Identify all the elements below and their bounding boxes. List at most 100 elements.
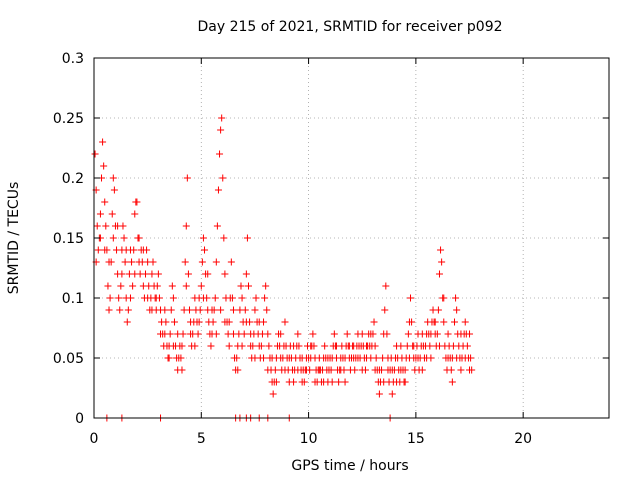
data-point [337, 366, 345, 374]
x-tick-label: 15 [407, 431, 425, 447]
data-point [195, 318, 203, 326]
data-point [315, 366, 323, 374]
data-point [238, 294, 246, 302]
data-point [383, 330, 391, 338]
data-point [169, 294, 177, 302]
data-point [397, 342, 405, 350]
data-point [247, 330, 255, 338]
data-point [105, 306, 113, 314]
data-point [321, 342, 329, 350]
data-point [133, 198, 141, 206]
data-point [433, 330, 441, 338]
data-point [262, 282, 270, 290]
data-point [388, 390, 396, 398]
data-point [177, 354, 185, 362]
data-point [363, 342, 371, 350]
data-point [238, 342, 246, 350]
y-tick-label: 0.25 [53, 111, 84, 127]
data-point [431, 318, 439, 326]
data-point [100, 162, 108, 170]
data-point [332, 342, 340, 350]
data-point [435, 342, 443, 350]
data-point [104, 282, 112, 290]
data-point [269, 390, 277, 398]
data-point [109, 174, 117, 182]
data-point [131, 210, 139, 218]
data-point [375, 390, 383, 398]
data-point [371, 342, 379, 350]
data-point [153, 282, 161, 290]
x-tick-label: 20 [514, 431, 532, 447]
data-point [382, 282, 390, 290]
data-point [211, 294, 219, 302]
data-point [234, 366, 242, 374]
data-point [227, 258, 235, 266]
data-point [427, 354, 435, 362]
x-tick-label: 0 [90, 431, 99, 447]
data-point [204, 270, 212, 278]
data-point [229, 306, 237, 314]
data-point [405, 354, 413, 362]
data-point [237, 282, 245, 290]
axis-ticks: 0 0.05 0.1 0.15 0.2 0.25 0.3 0 5 10 15 20 [53, 51, 609, 447]
data-point [185, 306, 193, 314]
data-point [448, 378, 456, 386]
data-point [257, 342, 265, 350]
data-point [251, 306, 259, 314]
data-point [166, 330, 174, 338]
data-point [149, 258, 157, 266]
data-point [255, 318, 263, 326]
data-point [285, 378, 293, 386]
data-point [242, 270, 250, 278]
data-point [219, 174, 227, 182]
data-point [167, 306, 175, 314]
data-point [408, 318, 416, 326]
data-point [209, 318, 217, 326]
data-point [240, 330, 248, 338]
data-point [271, 366, 279, 374]
data-point [199, 234, 207, 242]
y-tick-label: 0.15 [53, 231, 84, 247]
data-point [124, 306, 132, 314]
data-point [263, 306, 271, 314]
data-point [197, 282, 205, 290]
data-point [245, 282, 252, 290]
data-point [466, 330, 474, 338]
data-point [447, 366, 455, 374]
data-point [468, 366, 476, 374]
data-point [440, 318, 448, 326]
data-point [261, 294, 269, 302]
data-point [142, 270, 149, 278]
data-point [281, 366, 289, 374]
data-point [461, 318, 469, 326]
data-point [221, 318, 229, 326]
data-point [194, 330, 202, 338]
data-point [212, 258, 220, 266]
data-point [228, 294, 236, 302]
y-tick-label: 0.3 [62, 51, 84, 67]
data-point [201, 246, 209, 254]
data-point [407, 294, 415, 302]
data-point [272, 378, 280, 386]
data-point [375, 366, 383, 374]
data-point [251, 354, 259, 362]
data-point [114, 222, 122, 230]
data-point [335, 378, 343, 386]
data-point [453, 306, 461, 314]
data-point [99, 138, 107, 146]
data-point [217, 126, 225, 134]
data-point [444, 330, 452, 338]
data-point [122, 246, 130, 254]
data-point [354, 354, 362, 362]
data-point [265, 342, 273, 350]
data-point [117, 282, 125, 290]
data-point [358, 366, 366, 374]
data-point [101, 198, 109, 206]
data-point [302, 366, 310, 374]
data-point [184, 270, 192, 278]
data-point [330, 330, 338, 338]
data-point [260, 354, 268, 362]
chart-title: Day 215 of 2021, SRMTID for receiver p09… [197, 19, 502, 35]
